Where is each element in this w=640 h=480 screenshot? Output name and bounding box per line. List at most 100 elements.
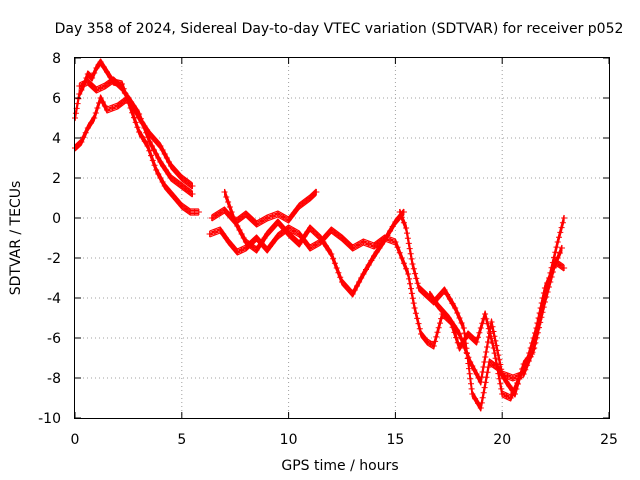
data-point [539, 309, 546, 316]
data-point [292, 237, 299, 244]
data-point [513, 386, 520, 392]
data-point [554, 255, 561, 261]
data-point [400, 260, 407, 267]
data-point [559, 245, 566, 251]
data-point [217, 227, 224, 233]
data-point [482, 354, 489, 360]
data-point [544, 289, 551, 295]
data-point [253, 235, 260, 241]
data-point [477, 379, 484, 385]
data-point [134, 124, 141, 131]
data-point [525, 358, 532, 364]
data-point [396, 209, 403, 215]
data-point [182, 185, 189, 192]
data-point [537, 305, 544, 311]
data-point [146, 139, 153, 145]
data-point [490, 328, 497, 335]
x-tick-label: 25 [600, 432, 618, 448]
data-point [189, 183, 196, 189]
data-point [514, 381, 521, 387]
data-point [80, 81, 87, 87]
data-point [168, 175, 175, 181]
data-point [499, 391, 506, 397]
data-point [407, 250, 414, 257]
data-point [376, 245, 383, 251]
data-point [84, 79, 91, 85]
data-point [549, 259, 556, 266]
data-point [290, 228, 297, 234]
data-point [288, 213, 295, 220]
data-point [153, 151, 160, 157]
data-point [185, 180, 192, 187]
data-point [163, 155, 170, 161]
data-point [100, 64, 107, 70]
data-point [424, 339, 431, 345]
data-point [324, 231, 331, 237]
data-point [449, 300, 456, 307]
data-point [520, 361, 527, 367]
data-point [253, 247, 260, 253]
data-point [516, 376, 523, 382]
data-point [405, 240, 412, 247]
data-point [404, 235, 411, 242]
data-point [498, 385, 505, 392]
data-point [456, 315, 463, 321]
data-point [558, 224, 565, 231]
data-point [360, 239, 367, 245]
data-point [556, 250, 563, 256]
data-point [303, 197, 310, 204]
data-point [535, 315, 542, 321]
data-point [468, 385, 475, 392]
data-point [492, 355, 499, 362]
data-point [387, 228, 394, 234]
data-point [456, 331, 463, 337]
data-point [269, 213, 276, 219]
data-point [477, 405, 484, 411]
data-point [472, 395, 479, 402]
data-point [84, 125, 91, 131]
x-tick-label: 5 [177, 432, 186, 448]
data-point [133, 111, 140, 117]
data-point [363, 266, 369, 273]
data-point [392, 219, 399, 225]
data-point [285, 217, 292, 223]
data-point [498, 366, 505, 373]
series-line-trace-c [79, 82, 193, 190]
data-point [398, 214, 405, 221]
data-point [173, 196, 180, 203]
data-point [143, 129, 150, 136]
data-point [499, 371, 506, 377]
x-tick-label: 10 [280, 432, 298, 448]
data-point [541, 299, 548, 305]
data-point [138, 119, 145, 125]
series-line-trace-f [223, 188, 405, 292]
data-point [89, 83, 96, 89]
data-point [335, 269, 342, 276]
data-point [274, 233, 281, 239]
data-point [413, 275, 420, 282]
data-point [519, 366, 526, 372]
data-point [444, 291, 451, 298]
y-tick-label: 2 [52, 171, 61, 187]
data-point [267, 227, 274, 233]
data-point [551, 264, 558, 270]
data-point [438, 307, 445, 313]
plot-frame [74, 57, 610, 419]
data-point [278, 230, 285, 237]
data-point [531, 345, 538, 351]
data-point [379, 241, 385, 247]
data-point [509, 375, 516, 381]
y-tick-label: -8 [47, 371, 61, 387]
data-point [230, 214, 237, 220]
data-point [153, 139, 160, 145]
data-point [408, 255, 415, 262]
x-axis-label: GPS time / hours [281, 458, 398, 474]
series-line-trace-f [223, 191, 405, 295]
data-point [189, 191, 196, 197]
data-point [365, 262, 372, 268]
data-point [453, 327, 460, 333]
data-point [403, 225, 410, 231]
data-point [119, 85, 125, 91]
data-point [155, 171, 162, 177]
data-point [394, 244, 401, 251]
